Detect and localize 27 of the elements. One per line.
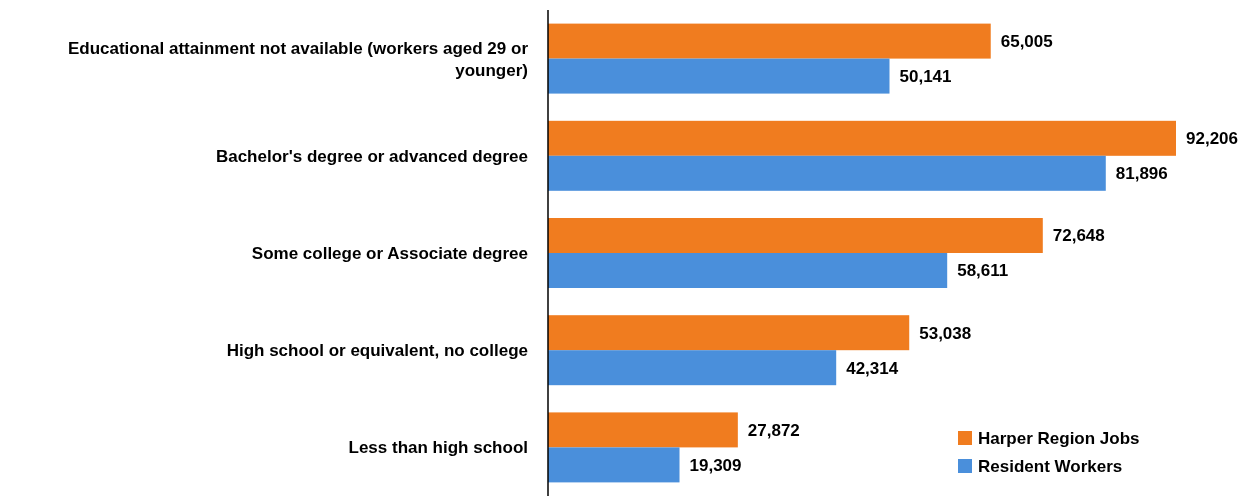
bar: [548, 315, 910, 351]
legend-label: Harper Region Jobs: [978, 428, 1140, 448]
legend-label: Resident Workers: [978, 456, 1123, 476]
y-tick-label: Educational attainment not available (workers aged 29 or younger): [67, 38, 529, 80]
bar: [548, 58, 890, 94]
data-label: 58,611: [957, 261, 1009, 281]
y-tick-label: Less than high school: [348, 438, 528, 458]
y-tick-label: High school or equivalent, no college: [226, 341, 528, 361]
data-label: 50,141: [899, 67, 952, 87]
bar: [548, 23, 991, 59]
bar: [548, 155, 1106, 191]
bar: [548, 412, 738, 448]
bar: [548, 120, 1176, 156]
data-label: 72,648: [1052, 226, 1105, 246]
data-label: 42,314: [846, 358, 899, 378]
data-label: 92,206: [1186, 129, 1238, 149]
data-label: 65,005: [1000, 32, 1053, 52]
data-label: 27,872: [747, 420, 800, 440]
data-label: 19,309: [689, 455, 742, 475]
data-label: 53,038: [919, 323, 972, 343]
y-tick-label: Bachelor's degree or advanced degree: [215, 146, 528, 166]
bar: [548, 218, 1043, 253]
bar: [548, 350, 837, 386]
bar: [548, 253, 948, 288]
y-tick-label: Some college or Associate degree: [251, 243, 528, 263]
data-label: 81,896: [1115, 164, 1168, 184]
bar: [548, 447, 680, 483]
